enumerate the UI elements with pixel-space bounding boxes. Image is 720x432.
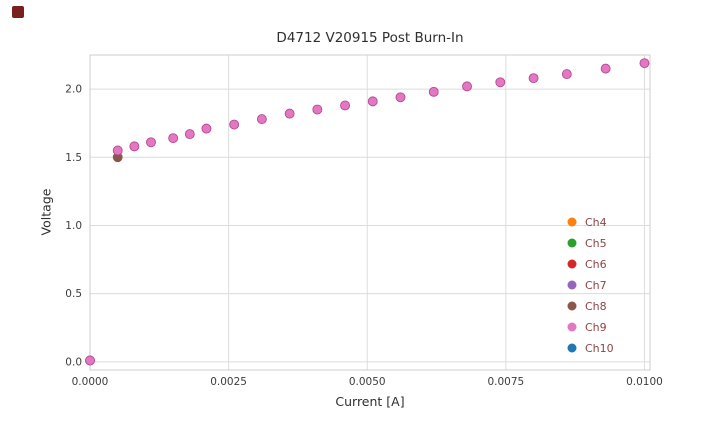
data-point [229, 119, 240, 130]
legend-marker-ch6 [567, 259, 577, 269]
legend-marker-ch5 [567, 238, 577, 248]
x-tick-label: 0.0100 [626, 376, 663, 388]
y-tick-label: 1.0 [65, 220, 82, 232]
chart-title: D4712 V20915 Post Burn-In [276, 30, 464, 46]
legend-label-ch9: Ch9 [585, 321, 607, 334]
data-point [495, 77, 506, 88]
data-point [428, 86, 439, 97]
data-point [146, 137, 156, 148]
legend-label-ch4: Ch4 [585, 216, 607, 229]
data-point [85, 355, 95, 366]
data-point [256, 114, 267, 125]
data-point [528, 73, 539, 84]
x-tick-label: 0.0000 [72, 376, 109, 388]
legend-marker-ch9 [567, 322, 577, 332]
legend-label-ch10: Ch10 [585, 342, 614, 355]
legend-marker-ch8 [567, 301, 577, 311]
y-tick-label: 2.0 [65, 84, 82, 96]
data-point [112, 145, 123, 156]
x-axis-label: Current [A] [335, 394, 405, 409]
data-point [600, 63, 611, 74]
data-point [367, 96, 378, 107]
y-tick-label: 1.5 [65, 152, 82, 164]
legend-label-ch6: Ch6 [585, 258, 607, 271]
data-point [129, 141, 140, 152]
data-point [561, 69, 572, 80]
legend-marker-ch10 [567, 343, 577, 353]
data-point [184, 129, 195, 140]
data-point [395, 92, 406, 103]
data-point [462, 81, 472, 92]
data-point [201, 123, 212, 134]
y-axis-label: Voltage [38, 188, 54, 236]
x-tick-label: 0.0050 [349, 376, 386, 388]
corner-marker [12, 6, 24, 18]
legend-label-ch8: Ch8 [585, 300, 607, 313]
y-tick-label: 0.0 [65, 356, 82, 368]
plot-border [89, 54, 651, 371]
data-point [168, 133, 179, 144]
legend-marker-ch7 [567, 280, 577, 290]
legend-label-ch7: Ch7 [585, 279, 607, 292]
legend-label-ch5: Ch5 [585, 237, 607, 250]
x-tick-label: 0.0075 [487, 376, 524, 388]
data-point [639, 58, 650, 69]
data-point [312, 104, 323, 115]
y-tick-label: 0.5 [65, 288, 82, 300]
data-point [284, 108, 295, 119]
data-point [340, 100, 350, 111]
x-tick-label: 0.0025 [210, 376, 247, 388]
legend-marker-ch4 [567, 217, 577, 227]
